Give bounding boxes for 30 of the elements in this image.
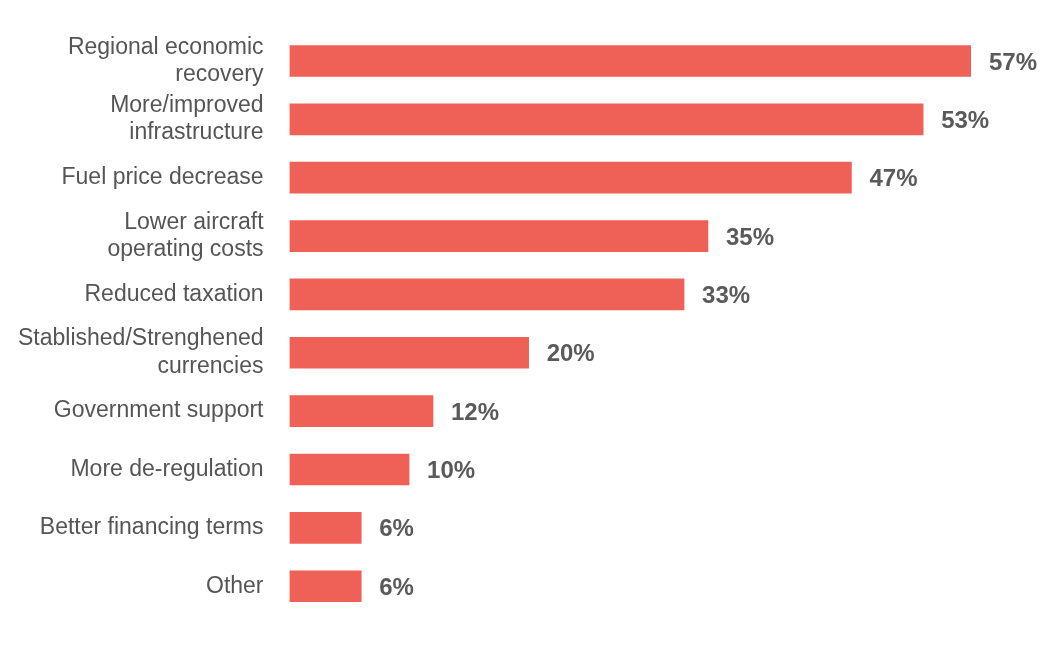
y-tick-label: Stablished/Strenghened currencies <box>17 324 264 378</box>
y-tick-label: Regional economic recovery <box>67 32 265 87</box>
data-label: 47% <box>869 164 918 192</box>
bar <box>289 103 924 136</box>
data-label: 33% <box>702 281 751 309</box>
bar <box>289 570 362 603</box>
y-tick-label: More/improved infrastructure <box>110 90 264 145</box>
y-tick-label: Fuel price decrease <box>61 163 264 190</box>
bar <box>289 395 434 427</box>
y-tick-label: Reduced taxation <box>84 279 264 306</box>
bar <box>289 278 685 311</box>
bar <box>289 453 410 486</box>
y-tick-label: Government support <box>53 396 265 423</box>
bar <box>289 220 709 252</box>
y-tick-label: Better financing terms <box>39 513 264 540</box>
data-label: 6% <box>379 572 414 600</box>
data-label: 20% <box>546 339 595 367</box>
y-tick-label: Lower aircraft operating costs <box>107 207 265 262</box>
data-label: 53% <box>941 105 990 133</box>
data-label: 57% <box>989 47 1038 75</box>
bar <box>289 161 852 194</box>
data-label: 12% <box>450 397 500 425</box>
bar <box>289 336 529 369</box>
data-label: 10% <box>427 456 476 484</box>
bar <box>289 45 971 77</box>
y-tick-label: More de-regulation <box>70 454 264 481</box>
data-label: 6% <box>379 514 414 542</box>
bar <box>289 512 362 544</box>
y-tick-label: Other <box>205 571 264 598</box>
data-label: 35% <box>725 222 775 250</box>
